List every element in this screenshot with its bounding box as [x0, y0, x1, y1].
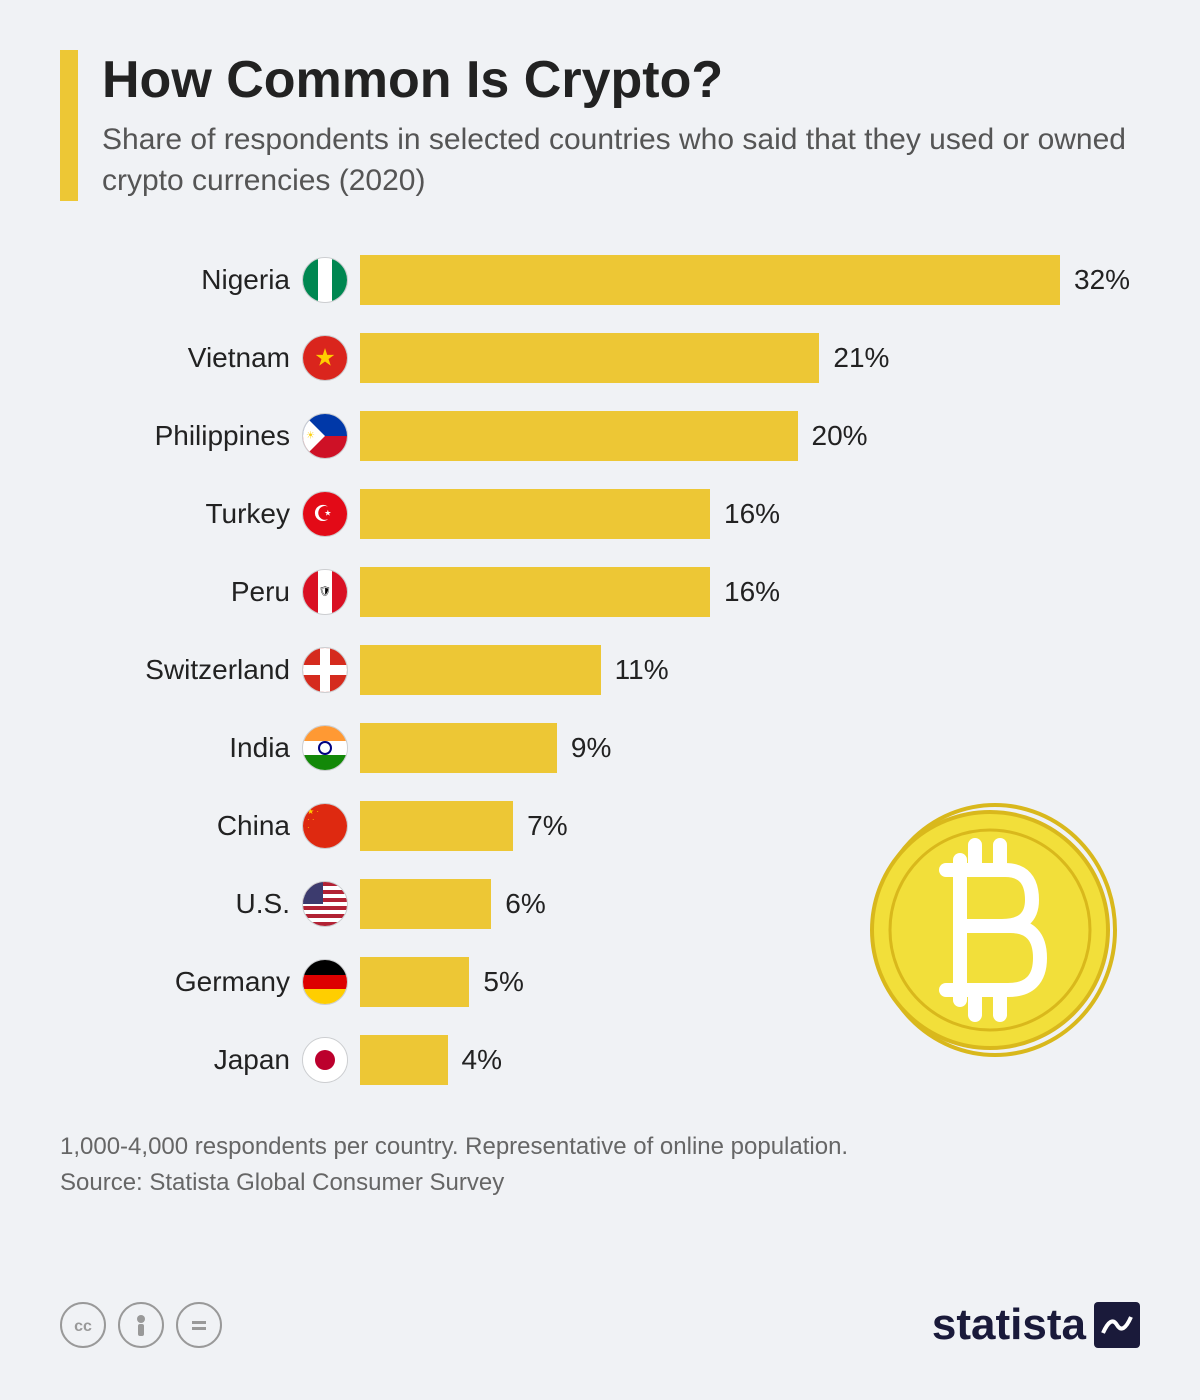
footnote-source: Source: Statista Global Consumer Survey — [60, 1165, 1140, 1201]
bar — [360, 567, 710, 617]
bar-value: 7% — [527, 810, 567, 842]
bar-col: 20% — [360, 411, 1140, 461]
bar — [360, 801, 513, 851]
flag-icon: ☪ — [302, 491, 348, 537]
brand-wave-icon — [1094, 1302, 1140, 1348]
country-label: India — [70, 732, 290, 764]
flag-icon — [302, 725, 348, 771]
bar-value: 6% — [505, 888, 545, 920]
bar-value: 20% — [812, 420, 868, 452]
bar — [360, 411, 798, 461]
bar-value: 11% — [615, 654, 669, 686]
bar-value: 32% — [1074, 264, 1130, 296]
svg-text:cc: cc — [74, 1318, 92, 1335]
bar-col: 16% — [360, 567, 1140, 617]
license-icons: cc — [60, 1302, 222, 1348]
bar-value: 21% — [833, 342, 889, 374]
flag-col: ☪ — [290, 491, 360, 537]
flag-col: 🛡 — [290, 569, 360, 615]
chart-footer: cc statista — [60, 1300, 1140, 1350]
attribution-icon — [118, 1302, 164, 1348]
country-label: Nigeria — [70, 264, 290, 296]
chart-row: Switzerland 11% — [70, 631, 1140, 709]
flag-col: ★ ·· ·· — [290, 803, 360, 849]
cc-icon: cc — [60, 1302, 106, 1348]
bar — [360, 333, 819, 383]
bar — [360, 879, 491, 929]
bar — [360, 723, 557, 773]
flag-col — [290, 725, 360, 771]
bar-value: 16% — [724, 498, 780, 530]
chart-row: Peru 🛡 16% — [70, 553, 1140, 631]
country-label: Peru — [70, 576, 290, 608]
chart-header: How Common Is Crypto? Share of responden… — [60, 50, 1140, 201]
accent-bar — [60, 50, 78, 201]
flag-col — [290, 257, 360, 303]
country-label: Germany — [70, 966, 290, 998]
chart-row: India 9% — [70, 709, 1140, 787]
flag-icon: ☀ — [302, 413, 348, 459]
flag-col — [290, 959, 360, 1005]
chart-subtitle: Share of respondents in selected countri… — [102, 120, 1140, 201]
bar-col: 11% — [360, 645, 1140, 695]
chart-footnote: 1,000-4,000 respondents per country. Rep… — [60, 1129, 1140, 1201]
bar — [360, 957, 469, 1007]
flag-icon — [302, 1037, 348, 1083]
bar — [360, 645, 601, 695]
flag-icon: 🛡 — [302, 569, 348, 615]
flag-icon — [302, 647, 348, 693]
brand-text: statista — [932, 1300, 1086, 1350]
bar-col: 32% — [360, 255, 1140, 305]
bar-value: 9% — [571, 732, 611, 764]
bar — [360, 255, 1060, 305]
country-label: Japan — [70, 1044, 290, 1076]
chart-row: Turkey ☪ 16% — [70, 475, 1140, 553]
chart-title: How Common Is Crypto? — [102, 50, 1140, 110]
nd-icon — [176, 1302, 222, 1348]
bar-col: 21% — [360, 333, 1140, 383]
flag-col: ★ — [290, 335, 360, 381]
chart-row: Vietnam ★ 21% — [70, 319, 1140, 397]
flag-col — [290, 647, 360, 693]
chart-row: Nigeria 32% — [70, 241, 1140, 319]
title-block: How Common Is Crypto? Share of responden… — [102, 50, 1140, 201]
bar-value: 5% — [483, 966, 523, 998]
flag-col: ☀ — [290, 413, 360, 459]
bitcoin-icon — [860, 800, 1120, 1060]
country-label: Switzerland — [70, 654, 290, 686]
flag-icon: ★ — [302, 335, 348, 381]
flag-icon — [302, 959, 348, 1005]
chart-row: Philippines ☀ 20% — [70, 397, 1140, 475]
bar-value: 16% — [724, 576, 780, 608]
country-label: U.S. — [70, 888, 290, 920]
bar-col: 9% — [360, 723, 1140, 773]
country-label: Turkey — [70, 498, 290, 530]
country-label: Vietnam — [70, 342, 290, 374]
flag-icon — [302, 257, 348, 303]
country-label: China — [70, 810, 290, 842]
flag-col — [290, 881, 360, 927]
bar-col: 16% — [360, 489, 1140, 539]
bar — [360, 1035, 448, 1085]
bar-value: 4% — [462, 1044, 502, 1076]
footnote-line: 1,000-4,000 respondents per country. Rep… — [60, 1129, 1140, 1165]
flag-icon: ★ ·· ·· — [302, 803, 348, 849]
brand-logo: statista — [932, 1300, 1140, 1350]
country-label: Philippines — [70, 420, 290, 452]
bar — [360, 489, 710, 539]
flag-col — [290, 1037, 360, 1083]
flag-icon — [302, 881, 348, 927]
